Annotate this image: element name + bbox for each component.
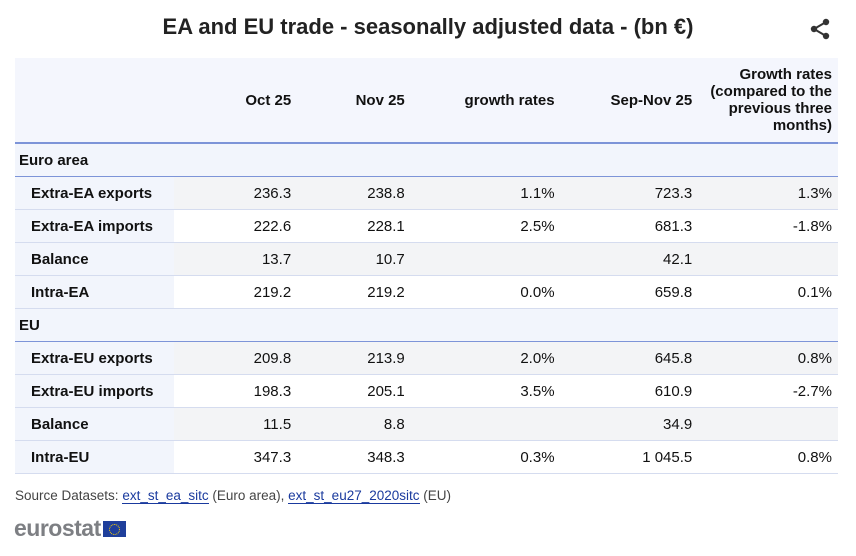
share-icon[interactable] bbox=[808, 17, 832, 41]
cell: 347.3 bbox=[174, 440, 298, 474]
row-label: Balance bbox=[15, 407, 175, 441]
cell: 219.2 bbox=[297, 275, 411, 309]
cell: 198.3 bbox=[174, 374, 298, 408]
cell bbox=[410, 407, 561, 441]
column-header: Oct 25 bbox=[174, 58, 298, 144]
table-row: Balance 13.7 10.7 42.1 bbox=[15, 242, 838, 276]
row-label: Balance bbox=[15, 242, 175, 276]
cell: 3.5% bbox=[410, 374, 561, 408]
cell: 228.1 bbox=[297, 209, 411, 243]
cell: 213.9 bbox=[297, 341, 411, 375]
cell: 2.0% bbox=[410, 341, 561, 375]
cell bbox=[410, 242, 561, 276]
cell: 723.3 bbox=[560, 176, 699, 210]
cell: 236.3 bbox=[174, 176, 298, 210]
cell: 0.1% bbox=[698, 275, 838, 309]
cell: 348.3 bbox=[297, 440, 411, 474]
cell: 645.8 bbox=[560, 341, 699, 375]
header-row: Oct 25 Nov 25 growth rates Sep-Nov 25 Growth… bbox=[15, 58, 838, 144]
trade-table: Oct 25 Nov 25 growth rates Sep-Nov 25 Growth… bbox=[15, 58, 838, 474]
dataset-link-ea[interactable]: ext_st_ea_sitc bbox=[122, 488, 209, 504]
cell: 610.9 bbox=[560, 374, 699, 408]
column-header bbox=[15, 58, 175, 144]
cell: 0.0% bbox=[410, 275, 561, 309]
row-label: Extra-EU imports bbox=[15, 374, 175, 408]
column-header: Growth rates (compared to the previous t… bbox=[698, 58, 838, 144]
group-label: Euro area bbox=[15, 143, 838, 177]
cell: 219.2 bbox=[174, 275, 298, 309]
cell: 222.6 bbox=[174, 209, 298, 243]
cell: 681.3 bbox=[560, 209, 699, 243]
page-title: EA and EU trade - seasonally adjusted da… bbox=[162, 14, 694, 39]
cell: 1 045.5 bbox=[560, 440, 699, 474]
group-label: EU bbox=[15, 308, 838, 342]
row-label: Extra-EA exports bbox=[15, 176, 175, 210]
cell: 659.8 bbox=[560, 275, 699, 309]
cell: 34.9 bbox=[560, 407, 699, 441]
row-label: Extra-EA imports bbox=[15, 209, 175, 243]
table-row: Intra-EA 219.2 219.2 0.0% 659.8 0.1% bbox=[15, 275, 838, 309]
cell: 1.1% bbox=[410, 176, 561, 210]
cell: 8.8 bbox=[297, 407, 411, 441]
source-text: (EU) bbox=[419, 488, 452, 503]
dataset-link-eu[interactable]: ext_st_eu27_2020sitc bbox=[288, 488, 420, 504]
cell: 205.1 bbox=[297, 374, 411, 408]
table-row: Extra-EA imports 222.6 228.1 2.5% 681.3 -1.8% bbox=[15, 209, 838, 243]
cell: 10.7 bbox=[297, 242, 411, 276]
column-header: Sep-Nov 25 bbox=[560, 58, 699, 144]
column-header: growth rates bbox=[410, 58, 561, 144]
cell: 0.3% bbox=[410, 440, 561, 474]
cell: 13.7 bbox=[174, 242, 298, 276]
eu-flag-icon bbox=[102, 521, 126, 537]
logo-text: eurostat bbox=[14, 515, 101, 541]
row-label: Intra-EU bbox=[15, 440, 175, 474]
cell: 42.1 bbox=[560, 242, 699, 276]
cell: -1.8% bbox=[698, 209, 838, 243]
table-row: Balance 11.5 8.8 34.9 bbox=[15, 407, 838, 441]
group-row: Euro area bbox=[15, 143, 838, 177]
group-row: EU bbox=[15, 308, 838, 342]
cell: 238.8 bbox=[297, 176, 411, 210]
cell: 0.8% bbox=[698, 341, 838, 375]
row-label: Intra-EA bbox=[15, 275, 175, 309]
source-datasets: Source Datasets: ext_st_ea_sitc (Euro ar… bbox=[15, 488, 452, 504]
table-row: Extra-EU exports 209.8 213.9 2.0% 645.8 0.8% bbox=[15, 341, 838, 375]
table-row: Extra-EU imports 198.3 205.1 3.5% 610.9 -2.7% bbox=[15, 374, 838, 408]
cell bbox=[698, 407, 838, 441]
source-text: (Euro area), bbox=[208, 488, 289, 503]
cell: 11.5 bbox=[174, 407, 298, 441]
source-label: Source Datasets: bbox=[15, 488, 123, 503]
cell: 1.3% bbox=[698, 176, 838, 210]
cell bbox=[698, 242, 838, 276]
cell: 209.8 bbox=[174, 341, 298, 375]
cell: 2.5% bbox=[410, 209, 561, 243]
table-row: Extra-EA exports 236.3 238.8 1.1% 723.3 1.3% bbox=[15, 176, 838, 210]
column-header: Nov 25 bbox=[297, 58, 411, 144]
eurostat-logo: eurostat bbox=[14, 515, 126, 542]
row-label: Extra-EU exports bbox=[15, 341, 175, 375]
table-row: Intra-EU 347.3 348.3 0.3% 1 045.5 0.8% bbox=[15, 440, 838, 474]
cell: 0.8% bbox=[698, 440, 838, 474]
cell: -2.7% bbox=[698, 374, 838, 408]
